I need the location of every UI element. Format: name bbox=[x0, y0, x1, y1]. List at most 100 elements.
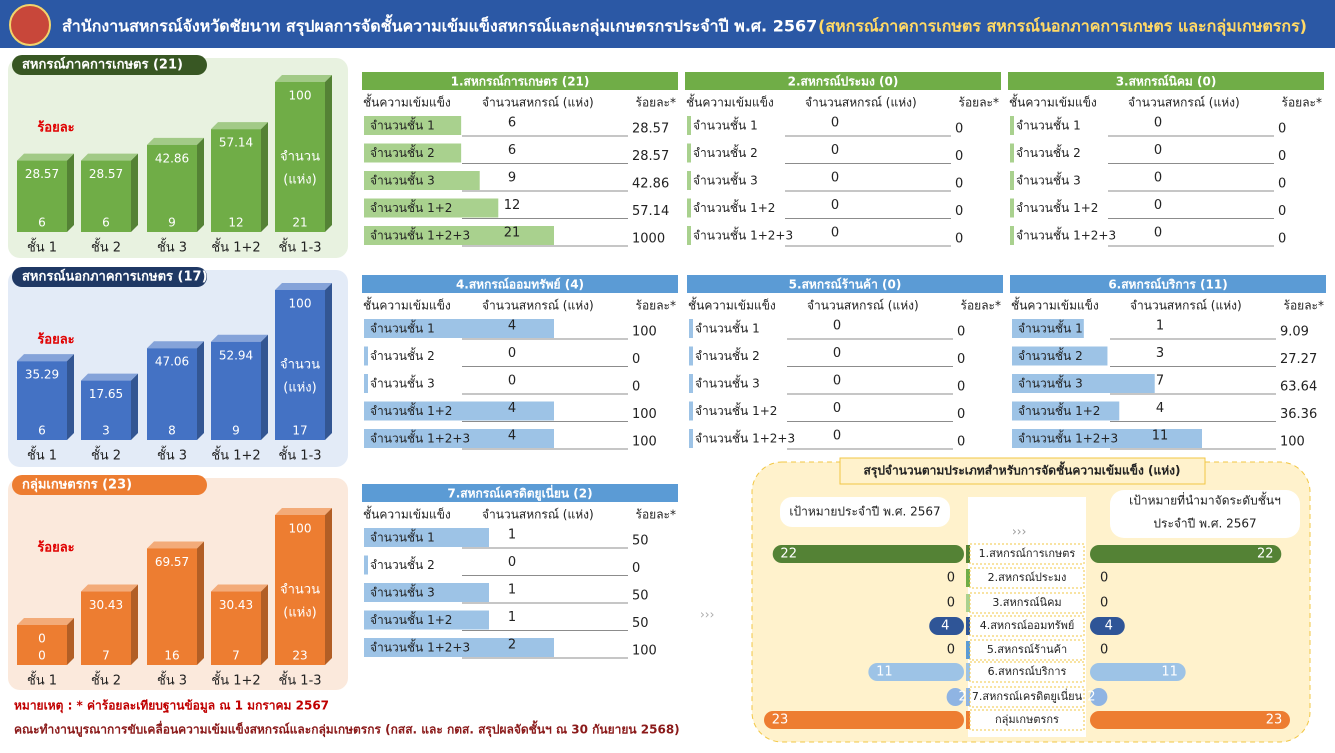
row-bar bbox=[364, 226, 554, 245]
graded-bar bbox=[1090, 688, 1108, 706]
bar-top bbox=[17, 618, 74, 625]
bar-side bbox=[131, 584, 138, 665]
row-count: 4 bbox=[508, 401, 516, 416]
type-label: 1.สหกรณ์การเกษตร bbox=[979, 547, 1076, 560]
row-percent: 0 bbox=[955, 204, 963, 219]
bar-side bbox=[67, 618, 74, 665]
bar-percent: 17.65 bbox=[89, 387, 123, 401]
row-label: จำนวนชั้น 1+2+3 bbox=[370, 227, 470, 243]
arrow-deco: ››› bbox=[1012, 525, 1026, 539]
label-stripe bbox=[966, 688, 970, 706]
bar-side bbox=[131, 373, 138, 440]
row-percent: 9.09 bbox=[1280, 325, 1309, 340]
label-box bbox=[969, 567, 1085, 589]
row-label: จำนวนชั้น 2 bbox=[370, 556, 435, 572]
category-label: ชั้น 1 bbox=[27, 446, 57, 464]
header-bar bbox=[0, 0, 1335, 48]
bar-top bbox=[17, 153, 74, 161]
table-title-bar bbox=[687, 275, 1003, 293]
summary-title-box bbox=[839, 457, 1206, 485]
row-bar bbox=[364, 429, 554, 448]
table-title: 6.สหกรณ์บริการ (11) bbox=[1108, 278, 1227, 292]
row-percent: 50 bbox=[632, 616, 649, 631]
row-bar bbox=[364, 346, 368, 366]
row-count: 0 bbox=[1154, 226, 1162, 241]
row-count: 6 bbox=[508, 143, 516, 158]
row-bar bbox=[689, 401, 693, 421]
col-header: จำนวนสหกรณ์ (แห่ง) bbox=[1130, 299, 1242, 313]
col-header: จำนวนสหกรณ์ (แห่ง) bbox=[482, 508, 594, 522]
table-title-bar bbox=[362, 275, 678, 293]
bar-top bbox=[211, 334, 268, 342]
label-box bbox=[969, 543, 1085, 565]
col-header: ชั้นความเข้มแข็ง bbox=[363, 94, 451, 110]
bar-percent: 0 bbox=[38, 632, 46, 646]
unit-label: ร้อยละ bbox=[37, 120, 74, 136]
row-label: จำนวนชั้น 1+2+3 bbox=[370, 430, 470, 446]
count-unit: จำนวน bbox=[280, 583, 320, 598]
row-label: จำนวนชั้น 1 bbox=[1016, 117, 1081, 133]
row-percent: 1000 bbox=[632, 232, 665, 247]
panel-title: สหกรณ์นอกภาคการเกษตร (17) bbox=[22, 269, 208, 285]
row-bar bbox=[1010, 171, 1014, 190]
bar bbox=[275, 515, 325, 665]
right-header: ประจำปี พ.ศ. 2567 bbox=[1153, 517, 1256, 531]
row-percent: 0 bbox=[957, 435, 965, 450]
type-label: 3.สหกรณ์นิคม bbox=[992, 596, 1061, 609]
col-header: ชั้นความเข้มแข็ง bbox=[363, 297, 451, 313]
row-percent: 57.14 bbox=[632, 204, 669, 219]
row-label: จำนวนชั้น 1 bbox=[1018, 320, 1083, 336]
row-bar bbox=[687, 226, 691, 245]
row-count: 0 bbox=[833, 346, 841, 361]
bar-side bbox=[67, 153, 74, 232]
graded-bar bbox=[1090, 711, 1290, 729]
bar bbox=[81, 591, 131, 665]
row-percent: 100 bbox=[632, 644, 657, 659]
row-count: 0 bbox=[833, 401, 841, 416]
row-label: จำนวนชั้น 2 bbox=[370, 144, 435, 160]
bar-percent: 57.14 bbox=[219, 136, 253, 150]
bar-side bbox=[67, 354, 74, 440]
bar-count: 17 bbox=[292, 424, 307, 438]
row-label: จำนวนชั้น 3 bbox=[1018, 375, 1083, 391]
row-percent: 0 bbox=[957, 380, 965, 395]
bar-top bbox=[275, 508, 332, 515]
row-label: จำนวนชั้น 1+2 bbox=[693, 199, 775, 215]
bar-side bbox=[261, 584, 268, 665]
col-header: ชั้นความเข้มแข็ง bbox=[1011, 297, 1099, 313]
bar-percent: 42.86 bbox=[155, 151, 189, 165]
bar-side bbox=[261, 122, 268, 232]
label-stripe bbox=[966, 663, 970, 681]
row-count: 1 bbox=[508, 610, 516, 625]
bar bbox=[211, 591, 261, 665]
summary-title: สรุปจำนวนตามประเภทสำหรับการจัดชั้นความเข… bbox=[864, 461, 1181, 479]
target-value: 0 bbox=[947, 596, 955, 611]
bar bbox=[211, 129, 261, 232]
bar-count: 8 bbox=[168, 424, 176, 438]
bar-top bbox=[211, 122, 268, 130]
row-bar bbox=[1012, 346, 1108, 366]
bar-count: 9 bbox=[232, 424, 240, 438]
row-count: 0 bbox=[831, 226, 839, 241]
row-count: 0 bbox=[1154, 171, 1162, 186]
col-header: จำนวนสหกรณ์ (แห่ง) bbox=[1128, 96, 1240, 110]
category-label: ชั้น 1-3 bbox=[278, 238, 321, 256]
target-bar bbox=[946, 688, 964, 706]
graded-value: 0 bbox=[1100, 643, 1108, 658]
row-bar bbox=[1012, 319, 1084, 338]
row-count: 0 bbox=[1154, 116, 1162, 131]
row-label: จำนวนชั้น 1+2 bbox=[370, 402, 452, 418]
row-label: จำนวนชั้น 3 bbox=[695, 375, 760, 391]
row-bar bbox=[1012, 401, 1120, 421]
row-percent: 100 bbox=[632, 325, 657, 340]
row-count: 6 bbox=[508, 116, 516, 131]
graded-value: 23 bbox=[1266, 713, 1283, 728]
category-label: ชั้น 1+2 bbox=[211, 671, 260, 689]
panel-title-pill bbox=[12, 475, 207, 495]
category-label: ชั้น 2 bbox=[91, 671, 121, 689]
header-box bbox=[1110, 490, 1300, 538]
row-count: 0 bbox=[1154, 143, 1162, 158]
panel-title-pill bbox=[12, 267, 207, 287]
row-bar bbox=[364, 171, 480, 190]
row-label: จำนวนชั้น 3 bbox=[370, 172, 435, 188]
